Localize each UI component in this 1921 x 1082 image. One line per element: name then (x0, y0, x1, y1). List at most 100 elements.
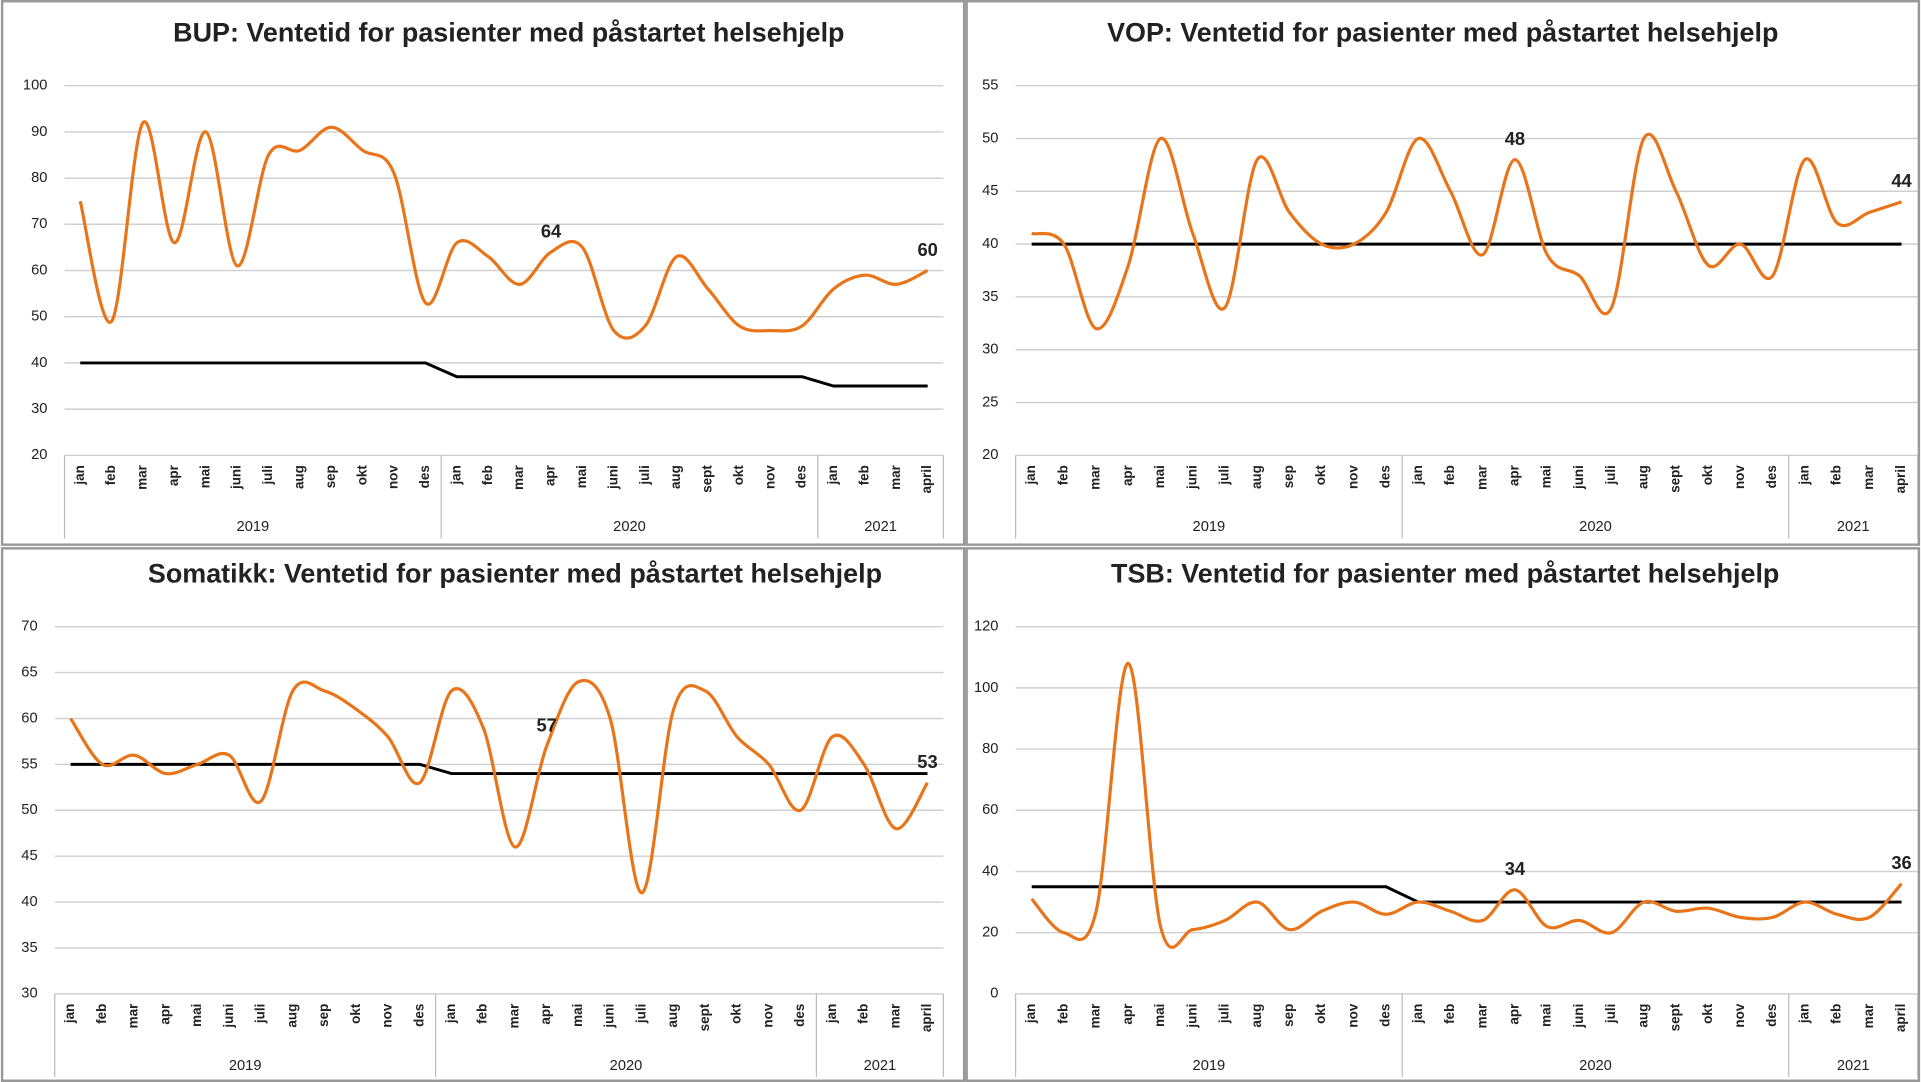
x-tick-label: nov (760, 1003, 775, 1027)
x-tick-label: sep (323, 465, 338, 488)
y-tick-label: 25 (982, 394, 998, 410)
x-tick-label: aug (284, 1004, 299, 1028)
x-tick-label: juli (1217, 465, 1232, 485)
year-label: 2021 (1837, 519, 1870, 535)
y-tick-label: 40 (982, 863, 998, 879)
y-tick-label: 20 (982, 447, 998, 463)
series-line (78, 120, 929, 340)
x-tick-label: des (794, 465, 809, 488)
x-tick-label: jan (443, 1004, 458, 1024)
data-label: 57 (536, 714, 556, 735)
x-tick-label: sep (1281, 1004, 1296, 1027)
x-tick-label: jan (1410, 1004, 1425, 1024)
y-tick-label: 35 (21, 940, 37, 956)
x-tick-label: feb (1829, 1004, 1844, 1024)
year-label: 2020 (1579, 1058, 1612, 1074)
x-tick-label: mar (1861, 464, 1876, 489)
x-tick-label: sep (316, 1004, 331, 1027)
y-tick-label: 20 (31, 447, 47, 463)
y-tick-label: 40 (31, 355, 47, 371)
y-tick-label: 100 (974, 680, 998, 696)
x-tick-label: mar (135, 464, 150, 489)
x-tick-label: juli (637, 465, 652, 485)
x-tick-label: mai (574, 465, 589, 488)
x-tick-label: apr (157, 1003, 172, 1025)
x-tick-label: juni (1184, 1004, 1199, 1029)
x-tick-label: sep (1281, 465, 1296, 488)
x-tick-label: juli (253, 1004, 268, 1024)
x-tick-label: des (411, 1004, 426, 1027)
y-tick-label: 80 (31, 170, 47, 186)
y-tick-label: 65 (21, 664, 37, 680)
x-tick-label: feb (94, 1004, 109, 1024)
year-label: 2019 (237, 519, 270, 535)
series-line (1031, 885, 1902, 904)
y-tick-label: 50 (982, 130, 998, 146)
x-tick-label: apr (538, 1003, 553, 1025)
x-tick-label: aug (292, 465, 307, 489)
y-tick-label: 30 (31, 401, 47, 417)
chart-title: BUP: Ventetid for pasienter med påstarte… (173, 17, 844, 47)
y-tick-label: 35 (982, 289, 998, 305)
y-tick-label: 40 (21, 894, 37, 910)
chart-title: Somatikk: Ventetid for pasienter med pås… (148, 558, 882, 588)
data-label: 60 (917, 239, 937, 260)
x-tick-label: nov (386, 465, 401, 489)
panel-border (0, 547, 966, 1082)
y-tick-label: 50 (31, 309, 47, 325)
y-tick-label: 60 (31, 262, 47, 278)
x-tick-label: okt (731, 465, 746, 486)
y-tick-label: 55 (982, 78, 998, 94)
chart-title: TSB: Ventetid for pasienter med påstarte… (1111, 558, 1779, 588)
data-label: 44 (1891, 170, 1912, 191)
y-tick-label: 50 (21, 802, 37, 818)
y-tick-label: 70 (31, 216, 47, 232)
x-tick-label: mar (887, 1003, 902, 1028)
x-tick-label: jan (1023, 465, 1038, 485)
x-tick-label: april (1893, 1004, 1908, 1032)
x-tick-label: mai (1152, 465, 1167, 488)
x-tick-label: juli (1217, 1004, 1232, 1024)
x-tick-label: des (1764, 465, 1779, 488)
data-label: 36 (1891, 852, 1911, 873)
x-tick-label: sept (700, 465, 715, 493)
x-tick-label: sept (1668, 465, 1683, 493)
series-line (1030, 661, 1903, 949)
x-tick-label: sept (697, 1003, 712, 1031)
x-tick-label: des (1378, 465, 1393, 488)
x-tick-label: jan (62, 1004, 77, 1024)
x-tick-label: feb (480, 465, 495, 485)
x-tick-label: feb (1442, 1004, 1457, 1024)
year-label: 2021 (864, 1058, 897, 1074)
x-tick-label: apr (1507, 1003, 1522, 1025)
y-tick-label: 30 (21, 986, 37, 1002)
x-tick-label: mai (197, 465, 212, 488)
x-tick-label: juni (1571, 1004, 1586, 1029)
x-tick-label: feb (475, 1004, 490, 1024)
x-tick-label: mai (189, 1004, 204, 1027)
x-tick-label: des (1378, 1004, 1393, 1027)
data-label: 64 (541, 220, 562, 241)
x-tick-label: mar (511, 464, 526, 489)
x-tick-label: juli (1603, 1004, 1618, 1024)
x-tick-label: okt (1700, 1003, 1715, 1024)
x-tick-label: mar (1474, 464, 1489, 489)
y-tick-label: 60 (21, 710, 37, 726)
x-tick-label: aug (665, 1004, 680, 1028)
year-label: 2020 (610, 1058, 643, 1074)
data-label: 48 (1505, 128, 1525, 149)
x-tick-label: juni (605, 465, 620, 490)
y-tick-label: 100 (23, 78, 47, 94)
y-tick-label: 30 (982, 342, 998, 358)
x-tick-label: jan (1796, 1004, 1811, 1024)
year-label: 2020 (1579, 519, 1612, 535)
x-tick-label: mar (1088, 464, 1103, 489)
x-tick-label: nov (1732, 465, 1747, 489)
x-tick-label: feb (1055, 465, 1070, 485)
year-label: 2021 (864, 519, 897, 535)
x-tick-label: mai (1539, 465, 1554, 488)
series-line (80, 361, 928, 388)
x-tick-label: feb (1055, 1004, 1070, 1024)
x-tick-label: juni (221, 1004, 236, 1029)
x-tick-label: jan (1796, 465, 1811, 485)
